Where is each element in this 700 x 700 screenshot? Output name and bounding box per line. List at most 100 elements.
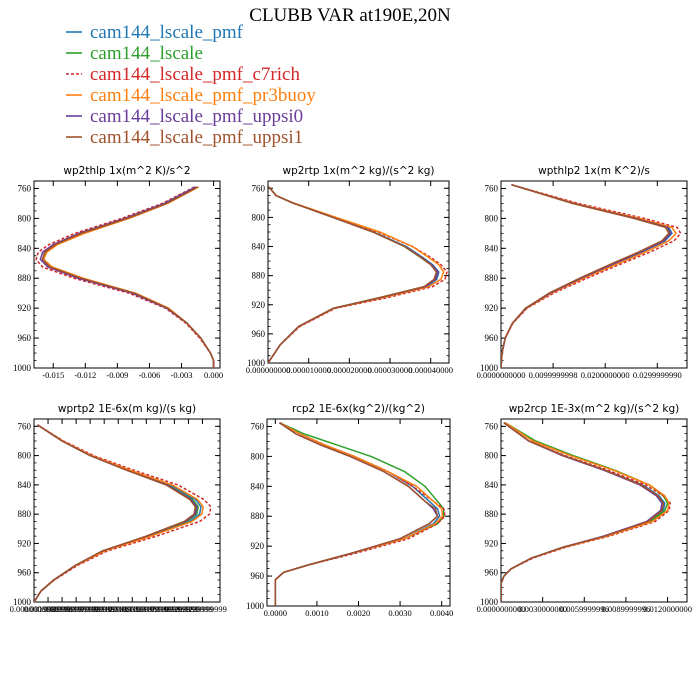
y-tick-label: 840 [18, 480, 32, 490]
panel-title: wp2thlp 1x(m^2 K)/s^2 [63, 165, 190, 177]
y-tick-label: 880 [251, 511, 265, 521]
y-tick-label: 800 [252, 212, 266, 222]
legend-label: cam144_lscale [90, 43, 203, 64]
y-tick-label: 840 [18, 243, 32, 253]
y-tick-label: 880 [18, 509, 32, 519]
legend-entry: cam144_lscale_pmf_pr3buoy [66, 85, 316, 106]
x-tick-label: 0.000 [204, 370, 223, 380]
series-line [501, 422, 663, 602]
y-tick-label: 880 [485, 273, 499, 283]
series-line [268, 186, 448, 363]
y-tick-label: 920 [251, 541, 265, 551]
panel-title: wprtp2 1E-6x(m kg)/(s kg) [58, 403, 196, 415]
series-group [274, 422, 446, 606]
panel-title: wp2rcp 1E-3x(m^2 kg)/(s^2 kg) [509, 403, 680, 415]
x-tick-label: 0.0099999998 [529, 370, 578, 380]
y-tick-label: 960 [18, 568, 32, 578]
y-tick-label: 760 [18, 183, 32, 193]
y-tick-label: 1000 [480, 597, 499, 607]
x-tick-label: 0.0139999998 [108, 604, 157, 614]
x-tick-label: 0.0120000000 [94, 604, 143, 614]
y-tick-label: 880 [18, 273, 32, 283]
series-group [34, 424, 212, 602]
legend-label: cam144_lscale_pmf_uppsi1 [90, 127, 303, 148]
series-line [41, 186, 215, 368]
x-tick-label: 0.0000 [264, 608, 287, 618]
legend-entry: cam144_lscale_pmf_c7rich [66, 64, 300, 85]
y-tick-label: 800 [485, 451, 499, 461]
x-tick-label: 0.0039999999 [38, 604, 87, 614]
x-tick-label: 0.0079999999 [66, 604, 115, 614]
y-tick-label: 1000 [247, 358, 266, 368]
series-line [501, 422, 672, 602]
series-group [501, 183, 682, 368]
series-line [268, 186, 445, 363]
legend-entry: cam144_lscale [66, 43, 203, 64]
legend-entry: cam144_lscale_pmf_uppsi1 [66, 127, 303, 148]
x-tick-label: 0.0179999999 [136, 604, 185, 614]
y-tick-label: 960 [18, 333, 32, 343]
series-group [268, 186, 448, 363]
y-tick-label: 880 [485, 509, 499, 519]
x-tick-label: -0.009 [106, 370, 128, 380]
series-line [35, 186, 215, 368]
figure-title: CLUBB VAR at190E,20N [249, 5, 451, 26]
x-tick-label: 0.0089999996 [601, 604, 650, 614]
x-tick-label: 0.0000000000 [477, 370, 526, 380]
series-line [501, 183, 677, 368]
plot-frame [500, 180, 688, 369]
y-tick-label: 840 [251, 481, 265, 491]
x-tick-label: 0.0159999999 [122, 604, 171, 614]
y-tick-label: 800 [251, 451, 265, 461]
series-line [501, 422, 666, 602]
series-line [268, 186, 438, 363]
y-tick-label: 880 [252, 271, 266, 281]
x-tick-label: 0.0120000000 [643, 604, 692, 614]
y-tick-label: 760 [251, 421, 265, 431]
panel-title: rcp2 1E-6x(kg^2)/(kg^2) [292, 403, 425, 415]
series-line [501, 183, 670, 368]
legend-label: cam144_lscale_pmf [90, 22, 244, 43]
y-tick-label: 1000 [13, 363, 32, 373]
series-line [274, 422, 439, 606]
series-line [42, 186, 215, 368]
y-tick-label: 920 [252, 300, 266, 310]
panels: wp2thlp 1x(m^2 K)/s^2 760 800 840 880 920 960 1… [10, 165, 692, 618]
y-tick-label: 960 [485, 568, 499, 578]
x-tick-label: 0.0019999998 [24, 604, 73, 614]
series-line [268, 186, 439, 363]
y-tick-label: 920 [18, 303, 32, 313]
y-tick-label: 920 [485, 303, 499, 313]
series-line [274, 422, 444, 606]
y-tick-label: 760 [252, 183, 266, 193]
x-tick-label: 0.0010 [305, 608, 328, 618]
x-tick-label: 0.0040 [430, 608, 453, 618]
x-tick-label: 0.0239999999 [178, 604, 227, 614]
y-tick-label: 840 [485, 243, 499, 253]
series-line [501, 422, 665, 602]
profile-panel: wp2rcp 1E-3x(m^2 kg)/(s^2 kg) 760 800 840 88… [477, 403, 692, 614]
panel-title: wp2rtp 1x(m^2 kg)/(s^2 kg) [282, 165, 434, 177]
y-tick-label: 840 [485, 480, 499, 490]
x-tick-label: 0.0030000000 [518, 604, 567, 614]
x-tick-label: 0.0059999999 [52, 604, 101, 614]
series-line [501, 422, 669, 602]
series-line [274, 422, 439, 606]
y-tick-label: 800 [18, 451, 32, 461]
x-tick-label: 0.0000000000 [10, 604, 59, 614]
x-tick-label: 0.0099999998 [80, 604, 129, 614]
series-group [35, 186, 215, 368]
y-tick-label: 1000 [246, 601, 265, 611]
y-tick-label: 800 [18, 213, 32, 223]
plot-frame [500, 418, 688, 603]
legend-label: cam144_lscale_pmf_c7rich [90, 64, 300, 85]
x-tick-label: 0.0299999990 [633, 370, 682, 380]
y-tick-label: 760 [18, 421, 32, 431]
x-tick-label: 0.0000000000 [477, 604, 526, 614]
series-line [274, 422, 446, 606]
legend-label: cam144_lscale_pmf_pr3buoy [90, 85, 316, 106]
x-tick-label: -0.006 [138, 370, 160, 380]
series-line [501, 183, 672, 368]
series-line [41, 186, 215, 368]
